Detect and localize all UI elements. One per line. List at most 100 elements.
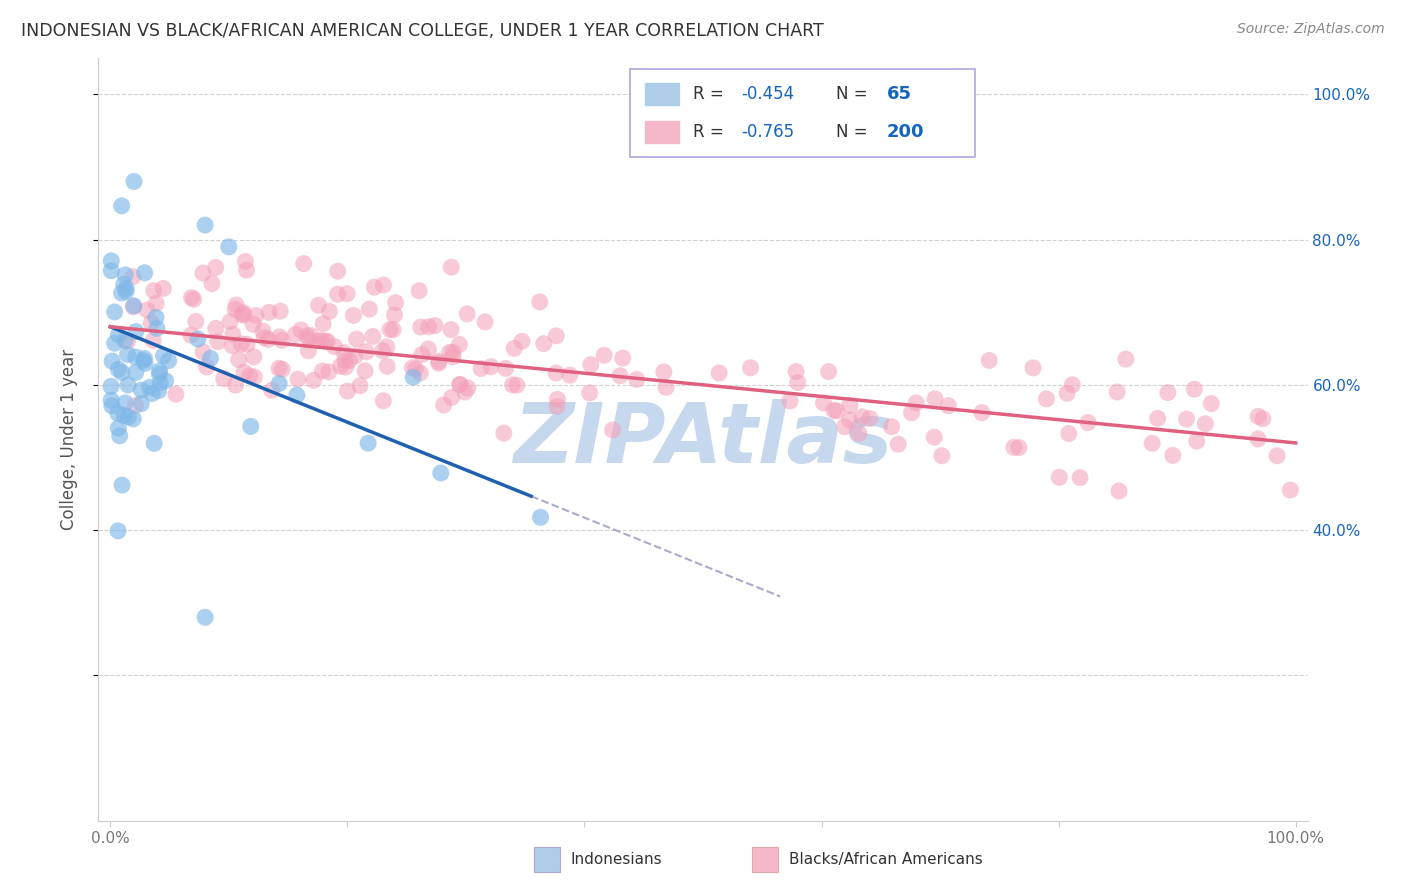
Point: [506, 378, 529, 392]
Point: [378, 322, 401, 336]
Point: [339, 353, 361, 368]
Point: [232, 308, 254, 322]
Text: R =: R =: [693, 85, 730, 103]
Point: [107, 327, 129, 342]
Point: [834, 419, 856, 434]
Point: [129, 397, 152, 411]
Point: [222, 327, 245, 342]
Point: [740, 360, 762, 375]
Point: [110, 286, 132, 301]
Point: [510, 334, 533, 349]
Point: [125, 325, 148, 339]
Point: [361, 329, 384, 343]
Point: [148, 384, 170, 398]
Point: [1279, 483, 1302, 497]
Point: [191, 344, 214, 359]
Point: [1069, 470, 1091, 484]
Point: [1140, 436, 1163, 450]
Point: [134, 266, 156, 280]
Point: [269, 330, 291, 344]
Text: ZIPAtlas: ZIPAtlas: [513, 399, 893, 480]
Point: [1175, 412, 1198, 426]
Point: [1002, 441, 1025, 455]
Text: -0.454: -0.454: [742, 85, 794, 103]
Point: [271, 334, 294, 348]
Point: [231, 308, 253, 322]
Point: [187, 332, 209, 346]
Point: [219, 314, 242, 328]
Point: [409, 366, 432, 380]
Point: [336, 384, 359, 398]
Point: [612, 351, 634, 365]
Point: [336, 286, 359, 301]
Point: [257, 305, 280, 319]
Point: [131, 383, 153, 397]
Text: R =: R =: [693, 123, 730, 141]
Point: [239, 368, 262, 383]
Point: [318, 304, 340, 318]
Point: [117, 378, 139, 392]
Point: [101, 354, 124, 368]
Point: [609, 368, 631, 383]
Point: [122, 300, 145, 314]
Point: [138, 380, 160, 394]
Point: [125, 366, 148, 380]
Point: [315, 334, 337, 348]
Point: [848, 426, 870, 441]
Point: [218, 240, 240, 254]
Point: [1062, 377, 1084, 392]
Point: [221, 339, 243, 353]
Bar: [752, 847, 778, 872]
Point: [242, 317, 264, 331]
Point: [979, 353, 1001, 368]
Point: [326, 287, 349, 301]
Point: [114, 396, 136, 410]
Point: [408, 284, 430, 298]
Point: [371, 343, 394, 358]
Point: [269, 304, 291, 318]
Point: [578, 385, 600, 400]
Point: [225, 298, 247, 312]
Point: [887, 437, 910, 451]
Point: [823, 403, 845, 417]
Point: [311, 334, 333, 348]
Point: [880, 419, 903, 434]
Text: N =: N =: [837, 123, 873, 141]
Point: [142, 284, 165, 298]
Point: [243, 370, 266, 384]
Point: [107, 421, 129, 435]
Text: Blacks/African Americans: Blacks/African Americans: [789, 852, 983, 867]
Point: [652, 365, 675, 379]
Point: [359, 302, 381, 317]
Point: [316, 334, 339, 349]
Point: [533, 336, 555, 351]
Point: [194, 610, 217, 624]
Point: [1047, 470, 1070, 484]
Point: [146, 321, 169, 335]
Point: [233, 365, 256, 379]
Point: [232, 305, 254, 319]
Point: [384, 308, 406, 322]
Point: [346, 332, 368, 346]
Point: [1182, 382, 1205, 396]
Point: [492, 426, 515, 441]
Point: [207, 334, 229, 349]
Point: [922, 430, 945, 444]
Point: [579, 358, 602, 372]
Point: [100, 393, 122, 408]
Point: [333, 345, 356, 359]
Text: INDONESIAN VS BLACK/AFRICAN AMERICAN COLLEGE, UNDER 1 YEAR CORRELATION CHART: INDONESIAN VS BLACK/AFRICAN AMERICAN COL…: [21, 22, 824, 40]
Point: [307, 334, 329, 348]
Point: [141, 316, 163, 330]
Point: [502, 377, 524, 392]
Point: [440, 391, 463, 405]
Point: [260, 384, 283, 398]
Point: [117, 409, 139, 424]
Point: [122, 269, 145, 284]
Point: [108, 429, 131, 443]
Point: [931, 449, 953, 463]
Point: [1201, 396, 1223, 410]
Point: [145, 310, 167, 325]
Point: [115, 281, 138, 295]
Text: 65: 65: [887, 85, 912, 103]
